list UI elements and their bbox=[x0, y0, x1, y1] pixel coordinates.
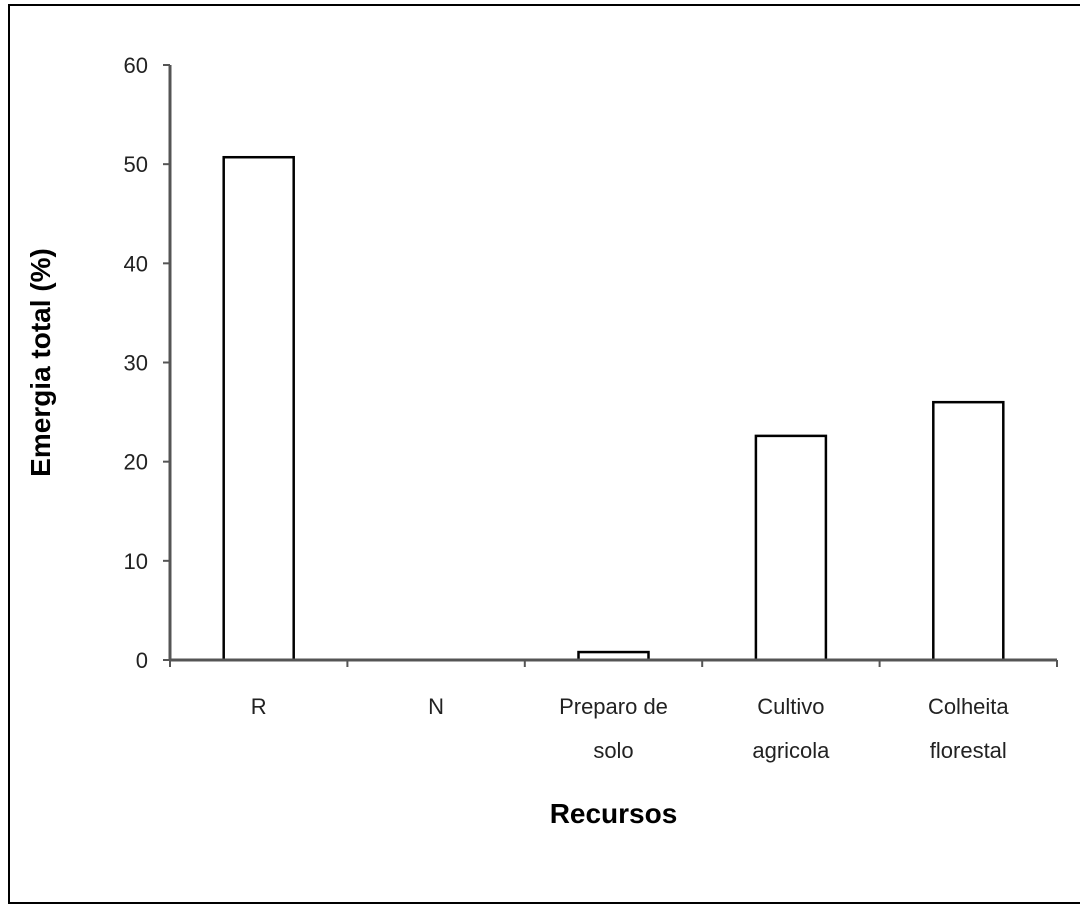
y-tick-label: 30 bbox=[124, 351, 148, 376]
y-tick-label: 20 bbox=[124, 450, 148, 475]
bars-group bbox=[222, 155, 1005, 662]
y-axis-title: Emergia total (%) bbox=[25, 248, 56, 477]
bar bbox=[222, 155, 295, 662]
x-category-label: N bbox=[428, 694, 444, 719]
chart-frame bbox=[8, 4, 1080, 904]
x-category-label: Cultivo agricola bbox=[752, 694, 830, 763]
x-category-label-line: florestal bbox=[930, 738, 1007, 763]
x-category-label-line: agricola bbox=[752, 738, 830, 763]
bar bbox=[932, 400, 1005, 662]
x-axis-title: Recursos bbox=[550, 798, 678, 829]
x-category-label-line: N bbox=[428, 694, 444, 719]
x-category-label-line: Preparo de bbox=[559, 694, 668, 719]
x-category-label-line: R bbox=[251, 694, 267, 719]
x-labels-group: R N Preparo de solo Cultivo agricola Colheita f… bbox=[251, 694, 1010, 763]
y-tick-label: 0 bbox=[136, 648, 148, 673]
y-tick-label: 40 bbox=[124, 251, 148, 276]
x-category-label-line: Cultivo bbox=[757, 694, 824, 719]
x-category-label-line: Colheita bbox=[928, 694, 1009, 719]
y-ticks-group: 0 10 20 30 40 50 60 bbox=[124, 53, 170, 673]
x-category-label-line: solo bbox=[593, 738, 633, 763]
bar bbox=[754, 434, 828, 662]
y-tick-label: 10 bbox=[124, 549, 148, 574]
x-category-label: R bbox=[251, 694, 267, 719]
bar-chart: 0 10 20 30 40 50 60 R N Preparo de solo Cultivo agr… bbox=[25, 53, 1058, 829]
y-tick-label: 50 bbox=[124, 152, 148, 177]
y-tick-label: 60 bbox=[124, 53, 148, 78]
x-category-label: Colheita florestal bbox=[928, 694, 1009, 763]
x-category-label: Preparo de solo bbox=[559, 694, 668, 763]
axes-group bbox=[168, 65, 1058, 667]
